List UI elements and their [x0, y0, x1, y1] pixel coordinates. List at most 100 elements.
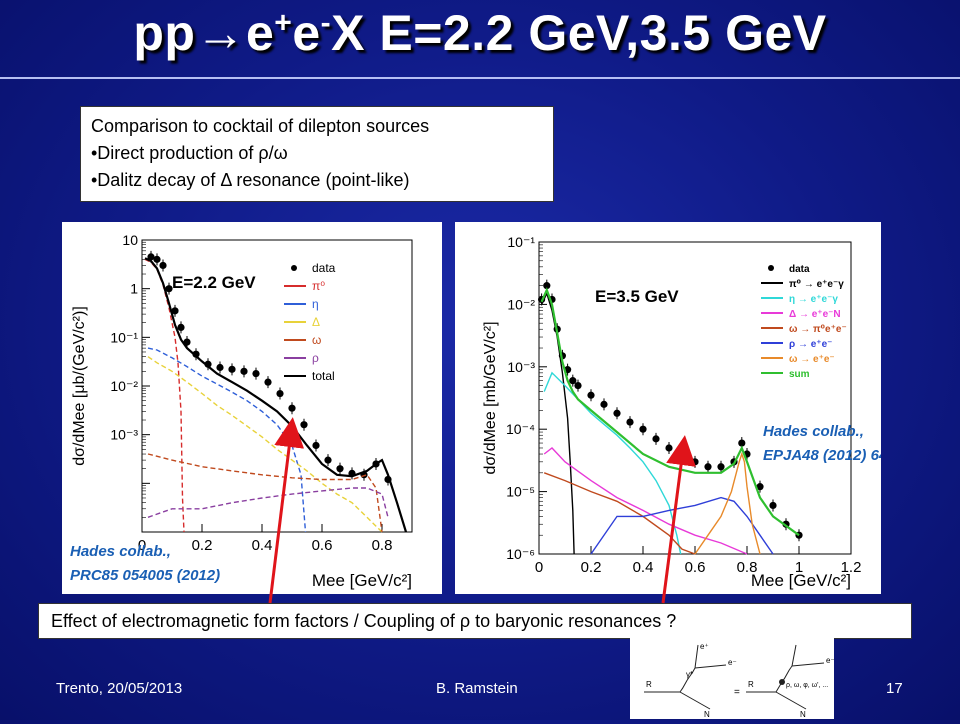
- feyn-label-em2: e⁻: [826, 656, 834, 665]
- feynman-svg: R N e⁻ e⁺ γ* = R N ρ, ω, φ, ω', ... e⁻: [644, 642, 835, 719]
- x-tick-label: 0.8: [737, 559, 758, 576]
- data-point: [336, 465, 344, 473]
- data-point: [665, 444, 673, 452]
- bottom-question-box: Effect of electromagnetic form factors /…: [38, 603, 912, 639]
- info-line-2: •Direct production of ρ/ω: [91, 143, 288, 163]
- y-tick-label: 10⁻²: [110, 378, 138, 394]
- data-point: [569, 377, 577, 385]
- data-point: [626, 418, 634, 426]
- panel-energy-label: E=3.5 GeV: [595, 287, 679, 306]
- series-line: [144, 257, 408, 533]
- feyn-label-em1: e⁻: [728, 658, 737, 667]
- legend-label: data: [789, 264, 810, 275]
- series-line: [540, 287, 800, 537]
- y-tick-label: 10⁻⁵: [506, 484, 535, 500]
- data-point: [587, 391, 595, 399]
- legend-label: π⁰: [312, 279, 325, 293]
- y-tick-label: 10⁻²: [507, 296, 535, 312]
- legend-label: ω → π⁰e⁺e⁻: [789, 324, 847, 335]
- y-tick-label: 10⁻⁶: [506, 546, 535, 562]
- feyn-label-R1: R: [646, 680, 652, 689]
- feyn-label-N1: N: [704, 710, 710, 719]
- x-tick-label: 1.2: [841, 559, 862, 576]
- series-line: [144, 258, 185, 533]
- plot-right-panel: 0 0.2 0.4 0.6 0.8 1 1.2 10⁻¹ 10⁻² 10⁻³ 10⁻⁴ 10⁻⁵ 10⁻…: [455, 222, 888, 594]
- y-tick-label: 10⁻⁴: [506, 421, 535, 437]
- legend-label: ω → e⁺e⁻: [789, 354, 835, 365]
- data-point: [639, 425, 647, 433]
- data-point: [177, 323, 185, 331]
- footer-right: 17: [886, 680, 903, 697]
- info-line-1: Comparison to cocktail of dilepton sourc…: [91, 116, 430, 136]
- feyn-label-ep1: e⁺: [700, 642, 709, 651]
- legend-label: total: [312, 369, 335, 383]
- info-line-3: •Dalitz decay of Δ resonance (point-like…: [91, 170, 410, 190]
- citation-line-1: Hades collab.,: [70, 543, 171, 560]
- series-line: [543, 472, 696, 555]
- series-line: [147, 356, 383, 533]
- data-point: [192, 350, 200, 358]
- y-tick-label: 1: [130, 281, 138, 297]
- data-point: [704, 463, 712, 471]
- data-point: [252, 369, 260, 378]
- data-point: [264, 378, 272, 386]
- x-tick-label: 0.8: [372, 537, 393, 554]
- y-tick-label: 10⁻³: [110, 427, 138, 443]
- legend-marker: [768, 265, 774, 271]
- x-tick-label: 0.2: [192, 537, 213, 554]
- data-point: [574, 381, 582, 390]
- title-rule: [0, 77, 960, 79]
- data-point: [228, 365, 236, 373]
- info-box: Comparison to cocktail of dilepton sourc…: [80, 106, 554, 202]
- data-point: [769, 501, 777, 510]
- data-point: [691, 458, 699, 466]
- legend-label: Δ: [312, 315, 320, 329]
- data-point: [613, 409, 621, 417]
- x-tick-label: 1: [795, 559, 803, 576]
- footer-center: B. Ramstein: [436, 680, 518, 697]
- legend-label: ρ → e⁺e⁻: [789, 339, 832, 350]
- y-tick-label: 10⁻¹: [507, 234, 535, 250]
- legend-label: Δ → e⁺e⁻N: [789, 309, 841, 320]
- legend-label: π⁰ → e⁺e⁻γ: [789, 279, 844, 290]
- plot-right-svg: 0 0.2 0.4 0.6 0.8 1 1.2 10⁻¹ 10⁻² 10⁻³ 10⁻⁴ 10⁻⁵ 10⁻…: [482, 234, 888, 590]
- legend-label: sum: [789, 369, 810, 380]
- y-tick-label: 10⁻¹: [110, 329, 138, 345]
- data-point: [159, 261, 167, 270]
- data-point: [717, 463, 725, 471]
- x-tick-label: 0.2: [581, 559, 602, 576]
- data-point: [738, 439, 746, 447]
- feyn-label-vm: ρ, ω, φ, ω', ...: [786, 682, 828, 689]
- data-point: [543, 282, 551, 290]
- data-point: [324, 456, 332, 464]
- legend-label: η: [312, 297, 319, 311]
- data-point: [756, 483, 764, 491]
- data-point: [171, 307, 179, 315]
- feynman-diagram: R N e⁻ e⁺ γ* = R N ρ, ω, φ, ω', ... e⁻: [630, 637, 835, 719]
- feyn-label-R2: R: [748, 680, 754, 689]
- feyn-equals: =: [734, 687, 740, 698]
- plot-left-svg: 0 0.2 0.4 0.6 0.8 10 1 10⁻¹ 10⁻² 10⁻³ dσ/dMee [μb/…: [70, 232, 413, 590]
- y-tick-label: 10⁻³: [507, 359, 535, 375]
- data-point: [165, 285, 173, 293]
- feyn-label-g1: γ*: [686, 670, 693, 679]
- series-line: [590, 496, 774, 555]
- data-point: [288, 404, 296, 412]
- panel-energy-label: E=2.2 GeV: [172, 273, 256, 292]
- series-line: [694, 451, 761, 555]
- data-point: [216, 363, 224, 372]
- slide-title: pp→e+e-X E=2.2 GeV,3.5 GeV: [133, 5, 827, 61]
- legend-label: ρ: [312, 351, 319, 365]
- data-point: [312, 441, 320, 450]
- y-tick-label: 10: [122, 232, 138, 248]
- legend-label: ω: [312, 333, 321, 347]
- x-tick-label: 0.6: [685, 559, 706, 576]
- feyn-label-N2: N: [800, 710, 806, 719]
- data-point: [678, 450, 686, 458]
- series-line: [543, 447, 748, 555]
- citation-line-1: Hades collab.,: [763, 423, 864, 440]
- plot-left-panel: 0 0.2 0.4 0.6 0.8 10 1 10⁻¹ 10⁻² 10⁻³ dσ/dMee [μb/…: [62, 222, 442, 594]
- y-axis-label: dσ/dMee [mb/GeV/c²]: [482, 321, 499, 474]
- footer-left: Trento, 20/05/2013: [56, 680, 183, 697]
- legend-marker: [291, 265, 297, 271]
